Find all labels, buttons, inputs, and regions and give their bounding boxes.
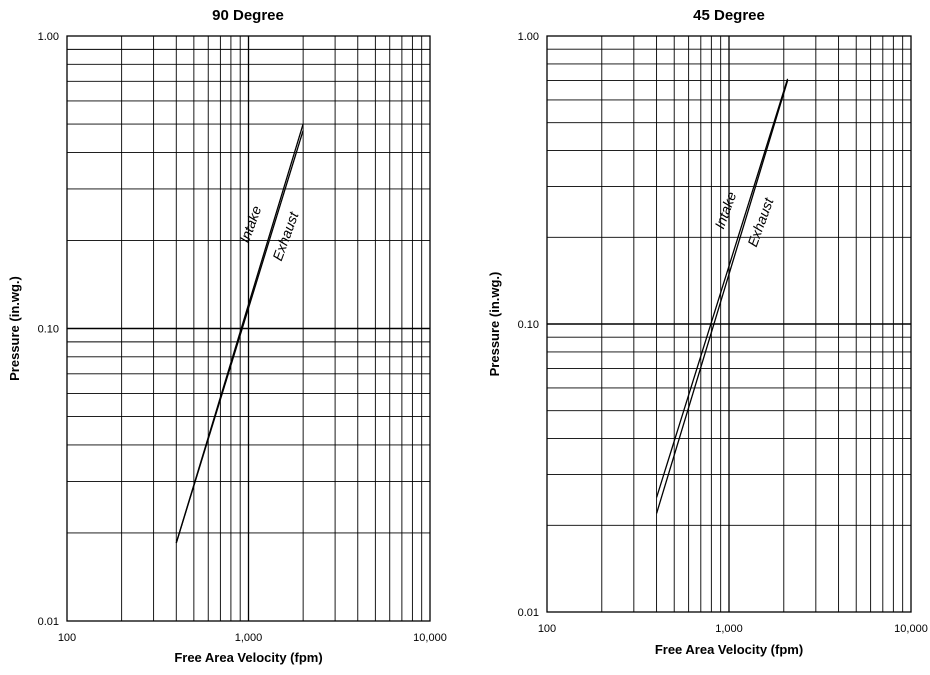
x-tick-label: 10,000 [894,623,928,635]
x-tick-label: 1,000 [715,623,743,635]
y-tick-label: 0.10 [38,324,59,336]
chart-title: 90 Degree [212,7,284,24]
x-tick-label: 100 [538,623,556,635]
chart-1: 100 1,000 10,000 0.01 0.10 1.00 90 Degree Free … [7,7,447,665]
series-line-intake [655,78,789,498]
grid [67,36,430,621]
series-line-exhaust [655,80,789,514]
x-axis-label: Free Area Velocity (fpm) [655,642,803,657]
y-tick-label: 1.00 [518,31,539,43]
series-line-exhaust [175,130,304,544]
y-tick-label: 0.01 [518,607,539,619]
series-label-exhaust: Exhaust [269,209,302,263]
y-axis-label: Pressure (in.wg.) [487,272,502,377]
chart-2: 100 1,000 10,000 0.01 0.10 1.00 45 Degree Free … [487,7,928,657]
grid [547,36,911,612]
plot-frame [66,35,431,622]
x-tick-label: 100 [58,632,76,644]
x-tick-label: 1,000 [235,632,263,644]
chart-title: 45 Degree [693,7,765,24]
x-axis-label: Free Area Velocity (fpm) [174,650,322,665]
y-tick-label: 0.10 [518,319,539,331]
x-tick-label: 10,000 [413,632,447,644]
plot-frame [546,35,912,613]
series-label-intake: Intake [711,189,739,231]
y-axis-label: Pressure (in.wg.) [7,276,22,381]
y-tick-label: 0.01 [38,616,59,628]
y-tick-label: 1.00 [38,31,59,43]
